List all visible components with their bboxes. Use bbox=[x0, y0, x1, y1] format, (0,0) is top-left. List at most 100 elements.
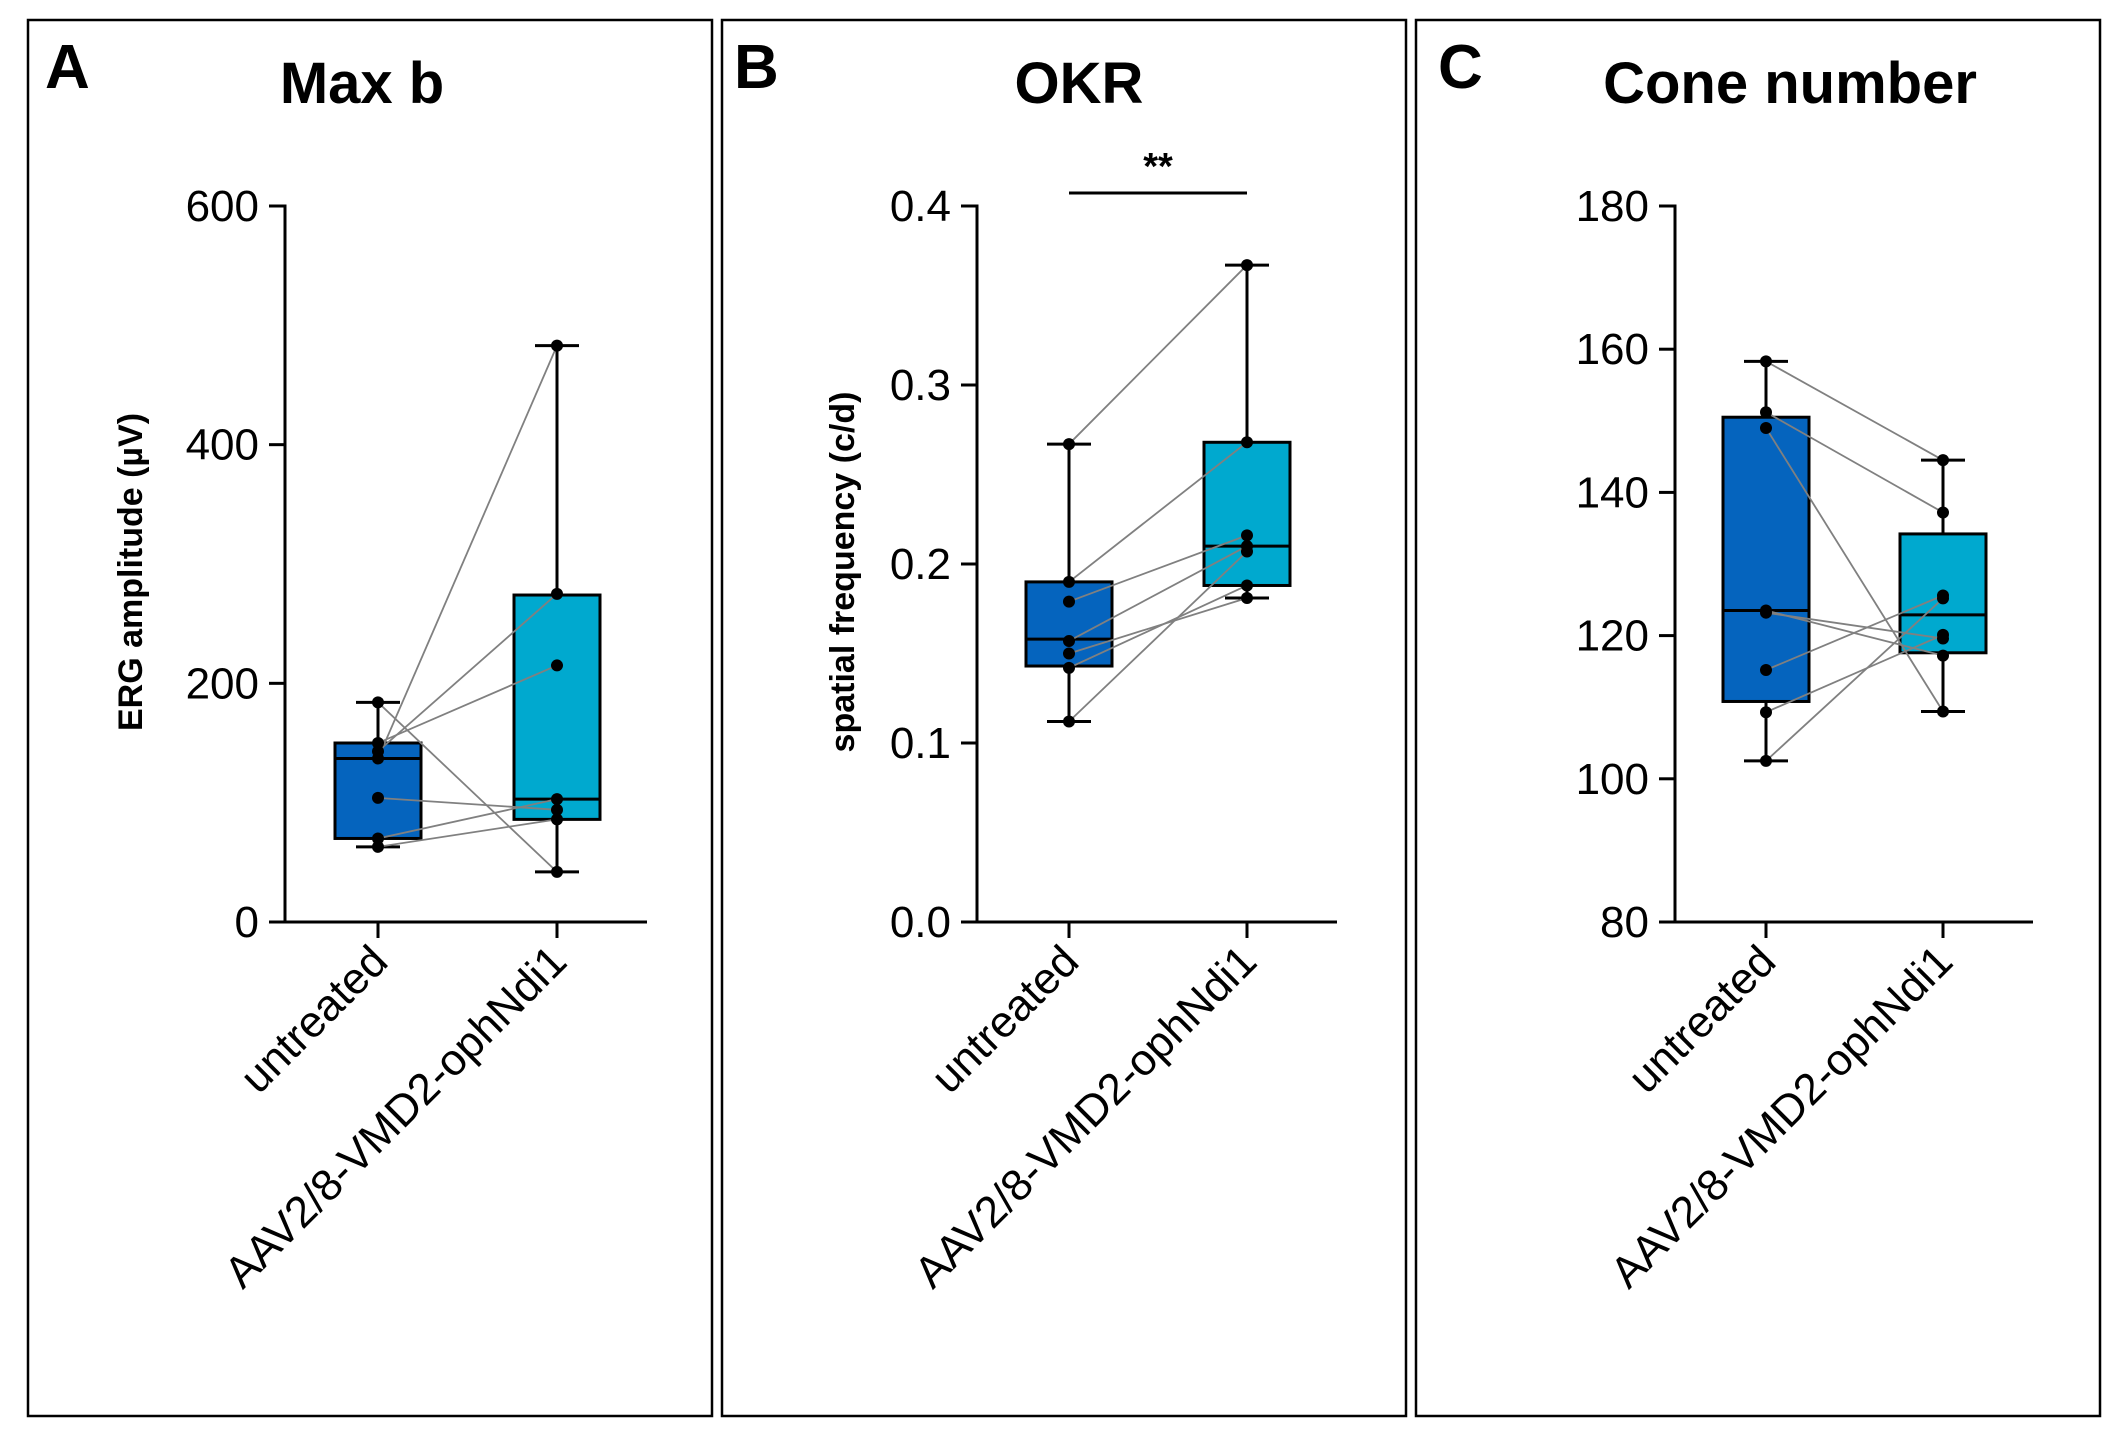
panel-c-x-categories: untreated AAV2/8-VMD2-ophNdi1 bbox=[1601, 936, 1962, 1297]
data-point-treated bbox=[1937, 454, 1949, 467]
data-point-treated bbox=[1937, 506, 1949, 519]
y-tick-label: 140 bbox=[1576, 468, 1649, 517]
data-point-untreated bbox=[1760, 406, 1772, 419]
pair-line bbox=[1765, 427, 1944, 712]
data-point-treated bbox=[1937, 628, 1949, 641]
data-point-untreated bbox=[1760, 754, 1772, 767]
panel-b-significance-label: ** bbox=[1143, 146, 1173, 188]
data-point-treated bbox=[1241, 436, 1253, 449]
y-tick-label: 0 bbox=[235, 898, 259, 947]
pair-line bbox=[1765, 634, 1944, 714]
data-point-untreated bbox=[1063, 595, 1075, 608]
y-tick-label: 400 bbox=[186, 421, 259, 470]
data-point-untreated bbox=[1760, 606, 1772, 619]
data-point-untreated bbox=[372, 696, 384, 709]
y-tick-label: 180 bbox=[1576, 182, 1649, 231]
y-tick-label: 160 bbox=[1576, 325, 1649, 374]
y-tick-label: 0.0 bbox=[890, 898, 951, 947]
panel-c-y-ticks: 80 100 120 140 160 180 bbox=[1576, 182, 1649, 947]
data-point-untreated bbox=[1063, 634, 1075, 647]
panel-c-plot bbox=[1659, 204, 2033, 938]
data-point-untreated bbox=[1063, 647, 1075, 660]
panel-a: A Max b ERG amplitude (µV) 0 200 400 600… bbox=[26, 18, 714, 1418]
x-category-label-untreated: untreated bbox=[1619, 936, 1785, 1102]
data-point-treated bbox=[551, 793, 563, 806]
data-point-untreated bbox=[1760, 355, 1772, 368]
box-untreated bbox=[1721, 415, 1811, 703]
data-point-untreated bbox=[372, 840, 384, 853]
panel-c-title: Cone number bbox=[1603, 51, 1977, 116]
y-tick-label: 0.2 bbox=[890, 540, 951, 589]
pair-line bbox=[1765, 411, 1944, 514]
pair-line bbox=[1765, 594, 1944, 671]
data-point-treated bbox=[1937, 592, 1949, 605]
pair-line bbox=[377, 818, 558, 848]
panel-a-y-axis-label: ERG amplitude (µV) bbox=[112, 413, 150, 731]
panel-b-frame bbox=[720, 18, 1408, 1418]
x-category-label-treated: AAV2/8-VMD2-ophNdi1 bbox=[1601, 936, 1962, 1297]
panel-a-y-ticks: 0 200 400 600 bbox=[186, 182, 259, 947]
panel-b-title: OKR bbox=[1015, 51, 1144, 116]
pair-line bbox=[1068, 584, 1248, 669]
x-category-label-treated: AAV2/8-VMD2-ophNdi1 bbox=[905, 936, 1266, 1297]
data-point-treated bbox=[551, 659, 563, 672]
data-point-untreated bbox=[372, 832, 384, 845]
pair-line bbox=[1068, 534, 1248, 603]
data-point-untreated bbox=[372, 791, 384, 804]
data-point-treated bbox=[551, 865, 563, 878]
pair-line bbox=[1068, 264, 1248, 445]
data-point-treated bbox=[1937, 649, 1949, 662]
data-point-treated bbox=[551, 339, 563, 352]
data-point-untreated bbox=[1760, 421, 1772, 434]
x-category-label-untreated: untreated bbox=[922, 936, 1088, 1102]
data-point-treated bbox=[1241, 592, 1253, 605]
data-point-treated bbox=[1937, 705, 1949, 718]
data-point-untreated bbox=[1063, 575, 1075, 588]
panel-b-letter: B bbox=[734, 33, 779, 102]
panel-a-letter: A bbox=[45, 33, 90, 102]
x-category-label-treated: AAV2/8-VMD2-ophNdi1 bbox=[215, 936, 576, 1297]
y-tick-label: 200 bbox=[186, 659, 259, 708]
panel-c: C Cone number 80 100 120 140 160 180 unt… bbox=[1414, 18, 2102, 1418]
panel-a-title: Max b bbox=[280, 51, 444, 116]
pair-line bbox=[377, 345, 558, 759]
panel-b: B OKR spatial frequency (c/d) 0.0 0.1 0.… bbox=[720, 18, 1408, 1418]
data-point-treated bbox=[1241, 579, 1253, 592]
data-point-treated bbox=[1241, 259, 1253, 272]
panel-a-frame bbox=[26, 18, 714, 1418]
panel-b-y-axis-label: spatial frequency (c/d) bbox=[824, 392, 862, 753]
box-treated bbox=[512, 593, 602, 821]
data-point-treated bbox=[1241, 545, 1253, 558]
pair-line bbox=[377, 664, 558, 744]
data-point-untreated bbox=[1063, 661, 1075, 674]
y-tick-label: 0.3 bbox=[890, 361, 951, 410]
y-tick-label: 100 bbox=[1576, 755, 1649, 804]
panel-b-y-ticks: 0.0 0.1 0.2 0.3 0.4 bbox=[890, 182, 951, 947]
pair-line bbox=[1068, 441, 1248, 583]
data-point-treated bbox=[551, 813, 563, 826]
pair-line bbox=[377, 798, 558, 840]
data-point-treated bbox=[551, 803, 563, 816]
panel-b-x-categories: untreated AAV2/8-VMD2-ophNdi1 bbox=[905, 936, 1266, 1297]
data-point-treated bbox=[551, 587, 563, 600]
data-point-treated bbox=[1241, 529, 1253, 542]
y-tick-label: 120 bbox=[1576, 612, 1649, 661]
y-tick-label: 80 bbox=[1600, 898, 1649, 947]
panel-c-letter: C bbox=[1438, 33, 1483, 102]
pair-line bbox=[1765, 611, 1944, 640]
panel-b-plot bbox=[961, 191, 1337, 938]
data-point-untreated bbox=[1063, 715, 1075, 728]
pair-line bbox=[377, 593, 558, 753]
pair-line bbox=[1068, 550, 1248, 723]
panel-c-frame bbox=[1414, 18, 2102, 1418]
data-point-untreated bbox=[1760, 706, 1772, 719]
panel-a-plot bbox=[269, 204, 647, 938]
pair-line bbox=[377, 796, 558, 811]
pair-line bbox=[1068, 545, 1248, 642]
data-point-untreated bbox=[1063, 438, 1075, 451]
box-treated bbox=[1202, 440, 1292, 587]
data-point-untreated bbox=[1760, 663, 1772, 676]
y-tick-label: 0.1 bbox=[890, 719, 951, 768]
pair-line bbox=[1765, 360, 1944, 461]
